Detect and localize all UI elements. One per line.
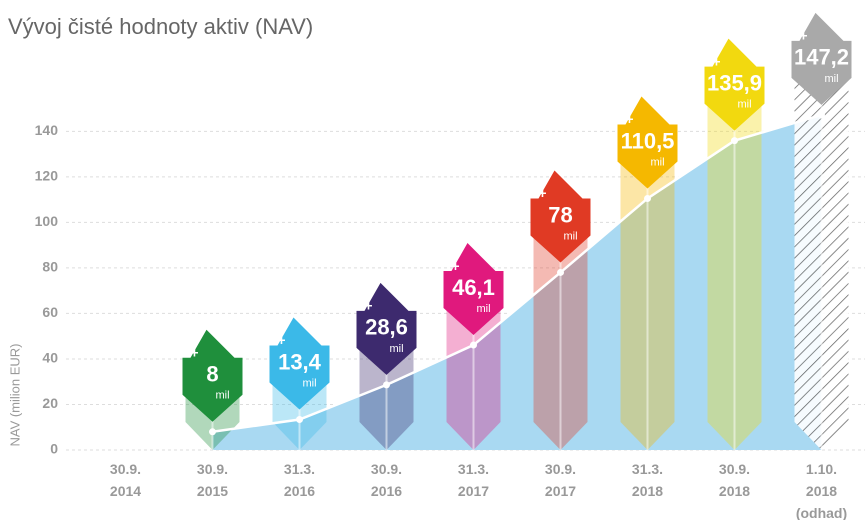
badge	[269, 317, 330, 410]
x-tick-line: 30.9.	[110, 461, 141, 477]
area	[212, 114, 822, 450]
x-tick-label: 30.9. 2018	[719, 461, 750, 499]
x-tick-line: 30.9.	[545, 461, 576, 477]
y-tick-label: 40	[42, 350, 58, 366]
badge-plus: +	[277, 332, 285, 348]
badge	[443, 243, 504, 336]
point	[383, 381, 390, 389]
x-tick-line: 2018	[719, 483, 750, 499]
x-tick-label: 31.3. 2018	[632, 461, 663, 499]
badge-plus: +	[712, 53, 720, 69]
x-tick-line: 30.9.	[719, 461, 750, 477]
point	[731, 137, 738, 145]
y-tick-label: 120	[35, 168, 59, 184]
badge	[356, 282, 417, 375]
value-label: 147,2	[794, 45, 849, 70]
line	[212, 113, 822, 434]
x-tick-line: 2014	[110, 483, 141, 499]
badge-plus: +	[364, 298, 372, 314]
badge-plus: +	[625, 111, 633, 127]
x-tick-label: 31.3. 2017	[458, 461, 489, 499]
badge	[530, 170, 591, 263]
unit-label: mil	[737, 99, 751, 111]
badge	[182, 329, 243, 422]
x-tick-line: 2018	[806, 483, 837, 499]
value-label: 46,1	[452, 275, 495, 300]
y-tick-label: 80	[42, 259, 58, 275]
x-tick-line: 2018	[632, 483, 663, 499]
unit-label: mil	[824, 73, 838, 85]
value-label: 28,6	[365, 315, 408, 340]
badge-plus: +	[190, 344, 198, 360]
x-tick-label: 1.10. 2018 (odhad)	[796, 461, 847, 520]
badge-plus: +	[538, 185, 546, 201]
x-tick-line: 31.3.	[632, 461, 663, 477]
unit-label: mil	[302, 377, 316, 389]
chart-title: Vývoj čisté hodnoty aktiv (NAV)	[8, 14, 313, 39]
x-tick-label: 30.9. 2014	[110, 461, 141, 499]
value-label: 13,4	[278, 349, 322, 374]
x-tick-line: 31.3.	[284, 461, 315, 477]
badge	[791, 12, 852, 105]
badge-plus: +	[799, 28, 807, 44]
x-tick-line: 2015	[197, 483, 228, 499]
x-tick-label: 31.3. 2016	[284, 461, 315, 499]
unit-label: mil	[389, 343, 403, 355]
x-tick-line: 30.9.	[197, 461, 228, 477]
x-tick-line: (odhad)	[796, 505, 847, 520]
y-axis-label: NAV (milion EUR)	[7, 343, 22, 446]
badge	[617, 96, 678, 189]
badge-plus: +	[451, 258, 459, 274]
x-tick-line: 1.10.	[806, 461, 837, 477]
unit-label: mil	[563, 230, 577, 242]
unit-label: mil	[476, 303, 490, 315]
y-tick-label: 140	[35, 122, 59, 138]
x-tick-label: 30.9. 2016	[371, 461, 402, 499]
unit-label: mil	[215, 390, 229, 402]
y-tick-label: 20	[42, 395, 58, 411]
x-tick-line: 31.3.	[458, 461, 489, 477]
x-tick-line: 2017	[545, 483, 576, 499]
unit-label: mil	[650, 156, 664, 168]
value-label: 135,9	[707, 70, 762, 95]
point	[644, 194, 651, 202]
x-tick-line: 2016	[371, 483, 402, 499]
x-tick-line: 2016	[284, 483, 315, 499]
x-tick-line: 30.9.	[371, 461, 402, 477]
value-label: 8	[206, 362, 218, 387]
point	[557, 268, 564, 276]
point	[818, 111, 825, 119]
value-label: 110,5	[621, 128, 675, 153]
point	[470, 341, 477, 349]
y-tick-label: 100	[35, 213, 59, 229]
x-tick-label: 30.9. 2015	[197, 461, 228, 499]
value-label: 78	[548, 202, 572, 227]
point	[296, 415, 303, 423]
y-tick-label: 60	[42, 304, 58, 320]
badge	[704, 38, 765, 131]
x-tick-line: 2017	[458, 483, 489, 499]
x-tick-label: 30.9. 2017	[545, 461, 576, 499]
point	[209, 428, 216, 436]
y-tick-label: 0	[50, 441, 58, 457]
